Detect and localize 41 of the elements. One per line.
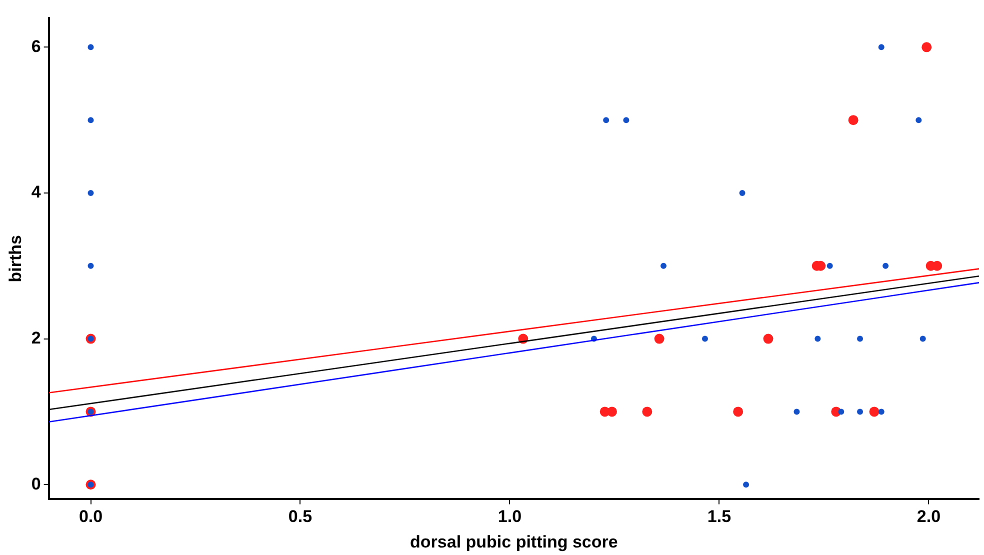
y-tick-label: 4 [31,182,42,202]
point [794,408,800,415]
point [88,262,94,269]
point [838,408,844,415]
x-tick-label: 2.0 [916,507,941,526]
point [88,190,94,196]
y-tick-label: 0 [31,474,41,494]
y-tick-label: 6 [31,36,41,56]
point [857,408,864,415]
point [733,406,744,417]
point [857,336,864,342]
point [654,334,664,344]
x-tick-label: 0.0 [78,507,103,526]
point [88,44,94,50]
point [660,262,667,269]
point [763,334,774,344]
point [916,117,922,124]
point [882,262,889,269]
point [603,117,610,124]
point [606,406,617,417]
x-axis-title: dorsal pubic pitting score [410,532,618,552]
point [878,44,884,50]
x-tick-label: 1.0 [498,507,522,526]
point [932,260,942,271]
y-axis-title: births [6,234,25,282]
point [826,262,833,269]
point [848,115,858,126]
x-tick-label: 1.5 [707,507,732,526]
point [814,336,821,342]
x-tick-label: 0.5 [288,507,312,526]
point [869,406,880,417]
y-tick-label: 2 [31,328,41,348]
point [739,190,746,196]
point [623,117,630,124]
point [922,42,932,52]
point [702,336,708,342]
point [88,117,94,124]
point [878,408,884,415]
point [642,406,652,417]
point [920,336,926,342]
point [743,482,750,488]
